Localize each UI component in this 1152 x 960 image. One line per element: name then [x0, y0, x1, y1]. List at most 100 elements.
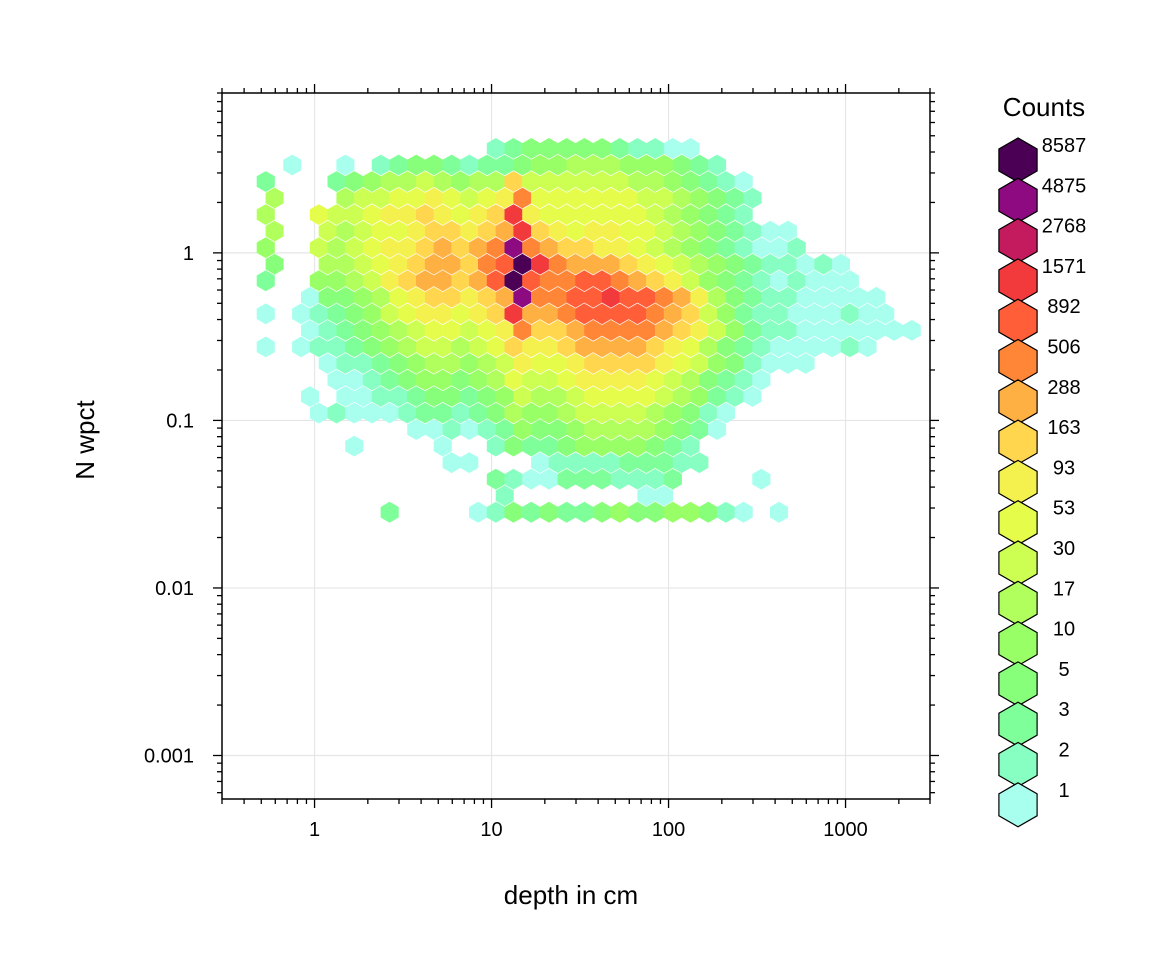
- hex-cell: [610, 171, 629, 192]
- hex-cell: [442, 386, 461, 407]
- hex-cell: [486, 237, 505, 259]
- hex-cell: [672, 220, 691, 242]
- hex-cell: [619, 419, 638, 440]
- hex-cell: [389, 353, 408, 374]
- hex-cell: [548, 154, 567, 176]
- hex-cell: [354, 353, 373, 374]
- hex-cell: [716, 171, 735, 192]
- hex-cell: [486, 402, 505, 424]
- hex-cell: [486, 204, 505, 225]
- hex-cell: [362, 303, 381, 325]
- hex-cell: [601, 286, 620, 308]
- hex-cell: [681, 336, 700, 358]
- hex-cell: [575, 369, 594, 391]
- hex-cell: [716, 501, 735, 523]
- hex-cell: [557, 402, 576, 424]
- hex-cell: [504, 138, 523, 159]
- hex-cell: [628, 237, 647, 259]
- hex-cell: [460, 220, 479, 242]
- hex-cell: [699, 501, 718, 523]
- hex-cell: [407, 253, 426, 275]
- hex-cell: [469, 369, 488, 391]
- hex-cell: [593, 435, 612, 457]
- hex-cell: [478, 187, 496, 209]
- hex-cell: [362, 237, 381, 259]
- hex-cell: [336, 286, 355, 308]
- y-axis-title: N wpct: [70, 399, 100, 479]
- hex-cell: [681, 204, 700, 225]
- hex-cell: [442, 154, 461, 176]
- hex-cell: [601, 419, 620, 440]
- hex-cell: [885, 319, 904, 341]
- hex-cell: [584, 353, 603, 374]
- hex-cell: [646, 270, 665, 292]
- hex-cell: [575, 204, 594, 225]
- hex-cell: [557, 204, 576, 225]
- hex-cell: [460, 419, 479, 440]
- hex-cell: [584, 187, 603, 209]
- hex-cell: [584, 220, 603, 242]
- hex-cell: [531, 253, 550, 275]
- hex-cell: [539, 138, 558, 159]
- hex-cell: [646, 468, 665, 490]
- hex-cell: [628, 402, 647, 424]
- hex-cell: [539, 402, 558, 424]
- hex-cell: [301, 286, 319, 308]
- hex-cell: [823, 336, 842, 358]
- hex-cell: [451, 204, 470, 225]
- hex-cell: [407, 286, 426, 308]
- axis-ticks: 1 10 100 1000 1 0.1 0.01 0.001: [144, 84, 939, 841]
- hex-cell: [345, 336, 364, 358]
- hex-cell: [734, 171, 753, 192]
- hex-cell: [486, 303, 505, 325]
- hex-cell: [513, 220, 532, 242]
- hex-cell: [663, 303, 682, 325]
- hex-cell: [637, 319, 656, 341]
- hex-cell: [752, 336, 771, 358]
- hex-cell: [814, 286, 833, 308]
- hex-cell: [424, 187, 443, 209]
- y-tick-label: 0.01: [155, 578, 194, 600]
- hex-cell: [584, 253, 603, 275]
- hex-cell: [575, 171, 594, 192]
- hex-cell: [416, 336, 435, 358]
- hex-cell: [539, 204, 558, 225]
- hex-cell: [504, 402, 523, 424]
- y-tick-label: 1: [183, 243, 194, 265]
- y-tick-label: 0.1: [166, 410, 194, 432]
- hex-cell: [770, 336, 789, 358]
- hex-cell: [655, 419, 673, 440]
- hex-cell: [531, 386, 550, 407]
- hex-cell: [823, 303, 842, 325]
- hex-cell: [787, 270, 806, 292]
- hex-cell: [637, 485, 656, 507]
- hex-cell: [584, 419, 603, 440]
- hex-cell: [531, 319, 550, 341]
- hex-cell: [575, 501, 594, 523]
- hex-cell: [513, 319, 532, 341]
- hex-cell: [637, 187, 656, 209]
- hex-cell: [849, 286, 868, 308]
- hex-cell: [486, 468, 505, 490]
- hex-cell: [902, 319, 921, 341]
- hex-cell: [575, 138, 594, 159]
- hex-cell: [725, 286, 744, 308]
- hex-cell: [743, 253, 762, 275]
- hex-cell: [371, 154, 390, 176]
- hex-cell: [725, 319, 744, 341]
- hex-cell: [469, 204, 488, 225]
- hex-cell: [495, 419, 514, 440]
- hex-cell: [389, 154, 408, 176]
- hex-cell: [778, 319, 797, 341]
- hex-cell: [424, 286, 443, 308]
- hex-cell: [336, 154, 355, 176]
- hex-cell: [424, 386, 443, 407]
- hex-cell: [389, 319, 408, 341]
- hex-cell: [486, 501, 505, 523]
- hex-cell: [486, 138, 505, 159]
- hex-cell: [663, 270, 682, 292]
- hex-cell: [761, 286, 780, 308]
- hex-cell: [433, 204, 452, 225]
- hex-cell: [362, 402, 381, 424]
- hex-cell: [433, 171, 452, 192]
